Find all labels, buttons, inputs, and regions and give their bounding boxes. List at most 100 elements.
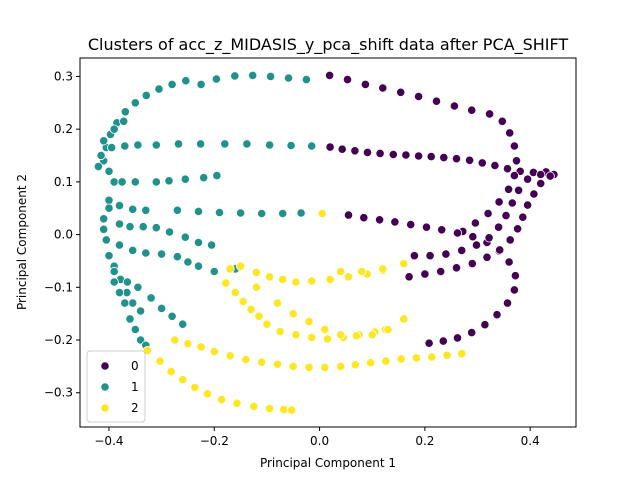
- point-cluster-2: [262, 319, 272, 329]
- point-cluster-0: [536, 178, 546, 189]
- point-cluster-2: [241, 354, 251, 365]
- point-cluster-0: [503, 184, 514, 194]
- point-cluster-1: [154, 84, 164, 94]
- point-cluster-0: [477, 158, 487, 168]
- point-cluster-2: [272, 359, 283, 369]
- point-cluster-0: [337, 144, 347, 154]
- point-cluster-0: [484, 109, 495, 119]
- data-points: [93, 70, 559, 415]
- point-cluster-0: [449, 101, 459, 111]
- point-cluster-1: [120, 141, 130, 151]
- point-cluster-2: [307, 276, 317, 286]
- point-cluster-1: [104, 195, 114, 205]
- point-cluster-1: [104, 251, 114, 261]
- point-cluster-2: [343, 272, 354, 282]
- point-cluster-0: [413, 91, 424, 102]
- x-axis-ticks: −0.4 −0.2 0.0 0.2 0.4: [94, 427, 540, 448]
- point-cluster-1: [167, 311, 177, 321]
- point-cluster-0: [413, 151, 424, 161]
- point-cluster-2: [320, 362, 330, 372]
- point-cluster-1: [286, 140, 296, 151]
- point-cluster-1: [196, 139, 206, 149]
- x-tick-label: 0.4: [521, 434, 540, 448]
- point-cluster-0: [468, 232, 478, 242]
- point-cluster-1: [230, 71, 240, 81]
- point-cluster-0: [490, 160, 500, 171]
- point-cluster-1: [125, 314, 135, 324]
- point-cluster-0: [451, 154, 462, 164]
- point-cluster-1: [242, 139, 252, 149]
- point-cluster-1: [164, 227, 175, 237]
- point-cluster-2: [335, 330, 346, 340]
- point-cluster-2: [230, 287, 240, 298]
- point-cluster-1: [130, 98, 140, 108]
- point-cluster-2: [279, 404, 289, 415]
- point-cluster-1: [181, 76, 191, 86]
- point-cluster-1: [193, 261, 204, 271]
- point-cluster-0: [493, 222, 504, 232]
- point-cluster-0: [504, 257, 514, 267]
- point-cluster-2: [383, 324, 393, 335]
- point-cluster-2: [178, 374, 188, 385]
- point-cluster-1: [120, 107, 130, 117]
- point-cluster-1: [125, 222, 135, 232]
- point-cluster-1: [183, 257, 193, 267]
- point-cluster-0: [502, 298, 513, 308]
- point-cluster-0: [375, 148, 385, 158]
- point-cluster-2: [238, 296, 248, 307]
- point-cluster-1: [109, 124, 119, 134]
- point-cluster-0: [343, 210, 354, 220]
- point-cluster-0: [470, 218, 480, 228]
- point-cluster-0: [325, 142, 335, 152]
- point-cluster-1: [236, 208, 246, 218]
- x-axis-label: Principal Component 1: [260, 456, 396, 470]
- point-cluster-0: [360, 79, 370, 90]
- point-cluster-2: [232, 398, 242, 408]
- point-cluster-2: [291, 277, 301, 287]
- point-cluster-0: [390, 217, 400, 227]
- point-cluster-2: [196, 342, 206, 352]
- point-cluster-2: [170, 335, 180, 345]
- point-cluster-1: [141, 248, 151, 258]
- point-cluster-1: [283, 73, 294, 83]
- point-cluster-0: [404, 272, 414, 282]
- point-cluster-1: [151, 140, 161, 150]
- legend-label: 2: [131, 401, 139, 415]
- y-tick-label: 0.2: [54, 122, 73, 136]
- point-cluster-2: [457, 349, 467, 359]
- point-cluster-0: [409, 251, 419, 261]
- point-cluster-0: [522, 200, 533, 210]
- point-cluster-2: [335, 361, 346, 371]
- point-cluster-1: [164, 176, 174, 186]
- point-cluster-0: [401, 150, 411, 160]
- point-cluster-2: [442, 350, 452, 360]
- point-cluster-1: [104, 166, 114, 176]
- point-cluster-2: [351, 331, 361, 341]
- point-cluster-1: [278, 208, 288, 219]
- point-cluster-0: [441, 249, 451, 259]
- point-cluster-1: [107, 143, 117, 153]
- point-cluster-1: [114, 219, 125, 229]
- point-cluster-0: [451, 263, 462, 273]
- point-cluster-2: [357, 266, 367, 277]
- point-cluster-1: [109, 266, 119, 277]
- point-cluster-2: [378, 264, 388, 274]
- point-cluster-1: [196, 79, 206, 90]
- legend-marker-0: [100, 361, 110, 371]
- point-cluster-2: [396, 354, 406, 364]
- point-cluster-1: [151, 223, 161, 233]
- y-tick-label: −0.1: [44, 280, 73, 294]
- point-cluster-2: [272, 298, 283, 308]
- point-cluster-2: [317, 208, 327, 219]
- point-cluster-2: [304, 316, 314, 327]
- point-cluster-2: [411, 353, 422, 363]
- point-cluster-2: [251, 282, 261, 292]
- point-cluster-0: [421, 222, 432, 232]
- point-cluster-1: [119, 116, 129, 126]
- point-cluster-1: [199, 173, 209, 183]
- point-cluster-0: [482, 252, 492, 262]
- point-cluster-1: [109, 177, 119, 187]
- point-cluster-0: [505, 128, 515, 138]
- point-cluster-1: [157, 249, 167, 259]
